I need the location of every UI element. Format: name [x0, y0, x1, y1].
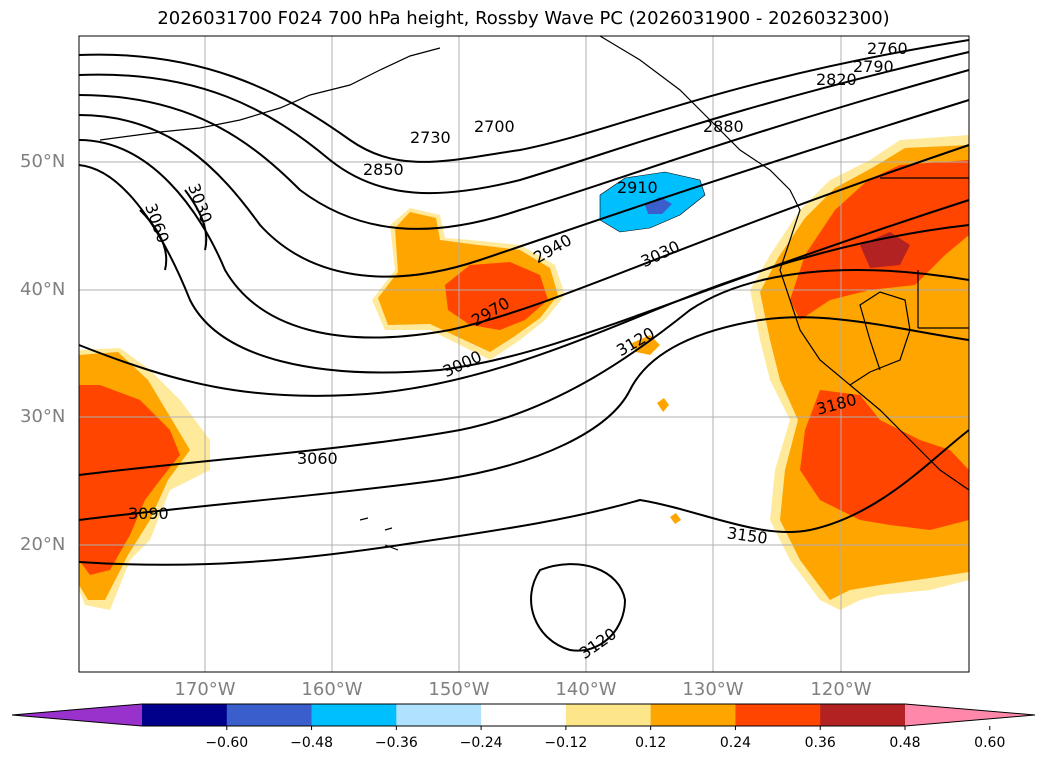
colorbar-tick-label: −0.24	[459, 735, 503, 751]
colorbar-tick-label: −0.60	[205, 735, 249, 751]
map-frame	[78, 35, 970, 673]
colorbar-bin	[396, 704, 482, 726]
contour-label: 2850	[363, 160, 404, 179]
graticule	[79, 36, 969, 672]
colorbar-bin	[565, 704, 652, 726]
lat-label: 40°N	[20, 279, 66, 300]
contour-label: 3090	[128, 504, 169, 523]
colorbar-tick-label: 0.24	[719, 735, 752, 751]
colorbar-outline	[11, 703, 1036, 727]
colorbar-tick-label: 0.60	[974, 735, 1006, 751]
height-contours	[78, 39, 970, 652]
colorbar-extend-min	[12, 704, 142, 726]
colorbar-bin	[142, 704, 228, 726]
lon-label: 130°W	[682, 679, 744, 700]
colorbar-tick-label: −0.36	[374, 735, 418, 751]
colorbar-bin	[650, 704, 736, 726]
colorbar-tick-label: 0.12	[635, 735, 667, 751]
colorbar-tick-label: −0.12	[544, 735, 588, 751]
lat-label: 50°N	[20, 151, 66, 172]
contour-label: 2760	[867, 39, 908, 58]
colorbar-bin	[820, 704, 906, 726]
lat-label: 30°N	[20, 406, 66, 427]
colorbar-bin	[481, 704, 567, 726]
contour-label: 2910	[617, 178, 658, 197]
colorbar-bin	[735, 704, 821, 726]
colorbar-tick-label: 0.36	[804, 735, 836, 751]
lon-label: 120°W	[810, 679, 872, 700]
contour-label: 2820	[816, 70, 857, 89]
lon-label: 140°W	[555, 679, 617, 700]
lon-label: 150°W	[428, 679, 490, 700]
colorbar-bin	[226, 704, 313, 726]
contour-label: 3060	[297, 449, 338, 468]
colorbar	[11, 703, 1036, 730]
lat-label: 20°N	[20, 534, 66, 555]
lon-label: 170°W	[174, 679, 236, 700]
contour-label: 2700	[474, 117, 515, 136]
colorbar-tick-label: −0.48	[290, 735, 333, 751]
contour-label: 2790	[853, 57, 894, 76]
coastlines	[99, 35, 970, 551]
colorbar-extend-max	[905, 704, 1035, 726]
colorbar-tick-label: 0.48	[889, 735, 921, 751]
colorbar-bin	[311, 704, 397, 726]
map-title: 2026031700 F024 700 hPa height, Rossby W…	[157, 8, 890, 29]
contour-label: 2880	[703, 117, 744, 136]
lon-label: 160°W	[301, 679, 363, 700]
contour-label: 2730	[410, 128, 451, 147]
